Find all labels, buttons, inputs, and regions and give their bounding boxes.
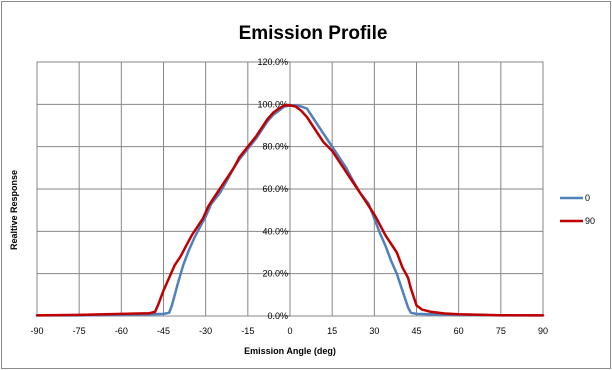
y-tick-label: 60.0% (262, 184, 288, 194)
x-tick-label: -45 (157, 326, 170, 336)
y-tick-label: 20.0% (262, 269, 288, 279)
series-line-90 (35, 104, 545, 317)
y-tick-label: 40.0% (262, 226, 288, 236)
x-tick-label: 30 (369, 326, 379, 336)
x-tick-label: -90 (30, 326, 43, 336)
y-axis-label: Realtive Response (9, 170, 19, 250)
x-tick-label: -60 (115, 326, 128, 336)
x-tick-label: 45 (411, 326, 421, 336)
y-tick-label: 120.0% (257, 57, 288, 67)
legend-label-90: 90 (585, 216, 595, 226)
legend: 0 90 (560, 193, 595, 226)
x-tick-label: -15 (241, 326, 254, 336)
x-tick-label: 0 (287, 326, 292, 336)
y-tick-label: 80.0% (262, 142, 288, 152)
x-tick-label: 90 (538, 326, 548, 336)
x-tick-label: 60 (454, 326, 464, 336)
x-tick-label: -30 (199, 326, 212, 336)
x-axis-label: Emission Angle (deg) (244, 346, 336, 356)
x-tick-label: -75 (73, 326, 86, 336)
chart-title: Emission Profile (239, 23, 388, 44)
x-tick-label: 15 (327, 326, 337, 336)
legend-label-0: 0 (585, 193, 590, 203)
y-tick-label: 0.0% (267, 311, 288, 321)
plot-area: -90 -75 -60 -45 -30 -15 0 15 30 45 60 75 90 0.0% 20.0%… (30, 57, 548, 336)
x-tick-label: 75 (496, 326, 506, 336)
y-tick-label: 100.0% (257, 99, 288, 109)
